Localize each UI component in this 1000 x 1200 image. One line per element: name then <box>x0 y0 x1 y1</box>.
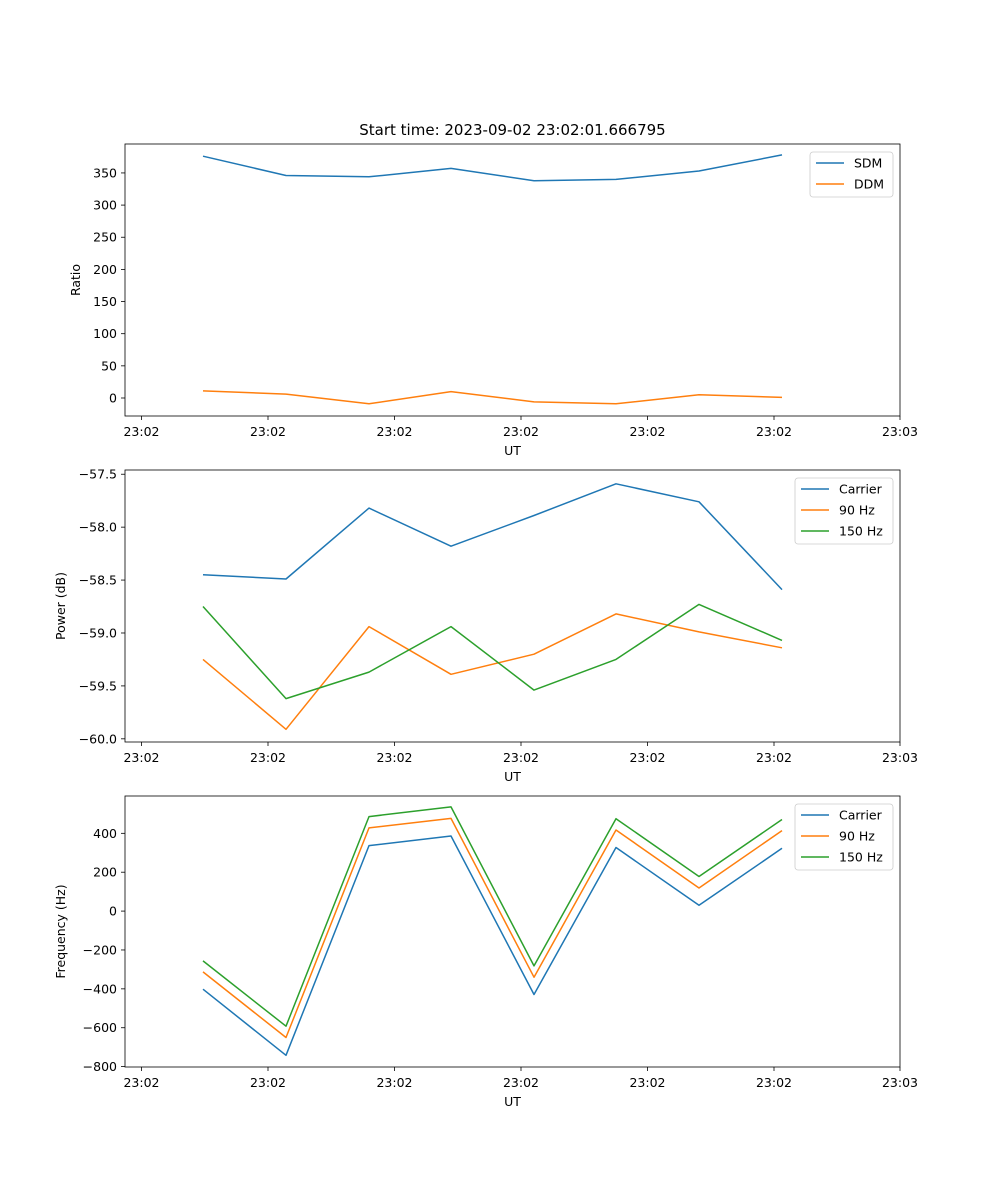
x-axis-label: UT <box>504 769 521 784</box>
x-tick-label: 23:03 <box>882 1075 918 1090</box>
y-tick-label: 300 <box>93 198 117 213</box>
x-tick-label: 23:03 <box>882 424 918 439</box>
chart-title: Start time: 2023-09-02 23:02:01.666795 <box>359 121 665 139</box>
axes-frame <box>124 795 901 1068</box>
legend-box <box>794 803 894 871</box>
x-tick-label: 23:02 <box>376 750 412 765</box>
y-tick-label: −600 <box>83 1020 117 1035</box>
legend: Carrier 90 Hz 150 Hz <box>794 477 894 545</box>
y-tick-label: −58.5 <box>79 573 117 588</box>
x-tick-label: 23:02 <box>756 1075 792 1090</box>
x-tick-label: 23:02 <box>503 424 539 439</box>
legend-label: 90 Hz <box>839 503 875 518</box>
legend: SDM DDM <box>809 151 894 198</box>
chart-panel-1: Start time: 2023-09-02 23:02:01.666795 23… <box>68 121 918 458</box>
x-tick-label: 23:02 <box>376 424 412 439</box>
x-tick-label: 23:02 <box>629 1075 665 1090</box>
x-tick-label: 23:02 <box>250 1075 286 1090</box>
x-tick-label: 23:02 <box>123 1075 159 1090</box>
y-tick-label: 150 <box>93 294 117 309</box>
series-line-carrier <box>202 483 783 591</box>
y-tick-label: 200 <box>93 262 117 277</box>
legend-label: SDM <box>854 156 882 171</box>
y-tick-label: −200 <box>83 942 117 957</box>
axes-frame <box>124 143 901 417</box>
x-tick-label: 23:02 <box>376 1075 412 1090</box>
x-axis-label: UT <box>504 1094 521 1109</box>
series-line-90-hz <box>202 817 783 1039</box>
y-tick-label: 400 <box>93 826 117 841</box>
y-tick-label: −800 <box>83 1059 117 1074</box>
legend-label: Carrier <box>839 808 883 823</box>
legend-label: DDM <box>854 177 884 192</box>
x-tick-label: 23:02 <box>756 424 792 439</box>
legend-box <box>794 477 894 545</box>
y-tick-label: 200 <box>93 865 117 880</box>
legend-label: 150 Hz <box>839 850 883 865</box>
legend: Carrier 90 Hz 150 Hz <box>794 803 894 871</box>
x-tick-label: 23:02 <box>503 750 539 765</box>
y-axis-label: Ratio <box>68 264 83 296</box>
y-tick-label: −57.5 <box>79 467 117 482</box>
x-tick-label: 23:02 <box>503 1075 539 1090</box>
y-tick-label: −60.0 <box>79 731 117 746</box>
x-tick-label: 23:03 <box>882 750 918 765</box>
x-tick-label: 23:02 <box>250 750 286 765</box>
y-tick-label: 0 <box>109 390 117 405</box>
x-tick-label: 23:02 <box>629 424 665 439</box>
x-tick-label: 23:02 <box>756 750 792 765</box>
x-tick-label: 23:02 <box>123 750 159 765</box>
x-tick-label: 23:02 <box>123 424 159 439</box>
series-line-150-hz <box>202 806 783 1027</box>
y-axis-label: Power (dB) <box>53 572 68 640</box>
y-tick-label: 350 <box>93 165 117 180</box>
axes-frame <box>124 469 901 743</box>
legend-label: 90 Hz <box>839 829 875 844</box>
x-axis-label: UT <box>504 443 521 458</box>
series-line-150-hz <box>202 603 783 700</box>
legend-label: 150 Hz <box>839 524 883 539</box>
x-tick-label: 23:02 <box>629 750 665 765</box>
chart-panel-2: 23:02 23:02 23:02 23:02 23:02 23:02 23:03 −60.0… <box>53 467 918 784</box>
series-line-carrier <box>202 835 783 1057</box>
series-line-sdm <box>202 154 783 182</box>
y-tick-label: 100 <box>93 326 117 341</box>
y-tick-label: 50 <box>101 358 117 373</box>
y-axis-label: Frequency (Hz) <box>53 884 68 978</box>
legend-label: Carrier <box>839 482 883 497</box>
series-line-ddm <box>202 390 783 405</box>
y-tick-label: −400 <box>83 981 117 996</box>
chart-panel-3: 23:02 23:02 23:02 23:02 23:02 23:02 23:03 −800 −… <box>53 795 918 1109</box>
y-tick-label: −59.5 <box>79 678 117 693</box>
y-tick-label: 0 <box>109 904 117 919</box>
x-tick-label: 23:02 <box>250 424 286 439</box>
y-tick-label: −59.0 <box>79 625 117 640</box>
y-tick-label: 250 <box>93 230 117 245</box>
series-line-90-hz <box>202 613 783 731</box>
y-tick-label: −58.0 <box>79 520 117 535</box>
